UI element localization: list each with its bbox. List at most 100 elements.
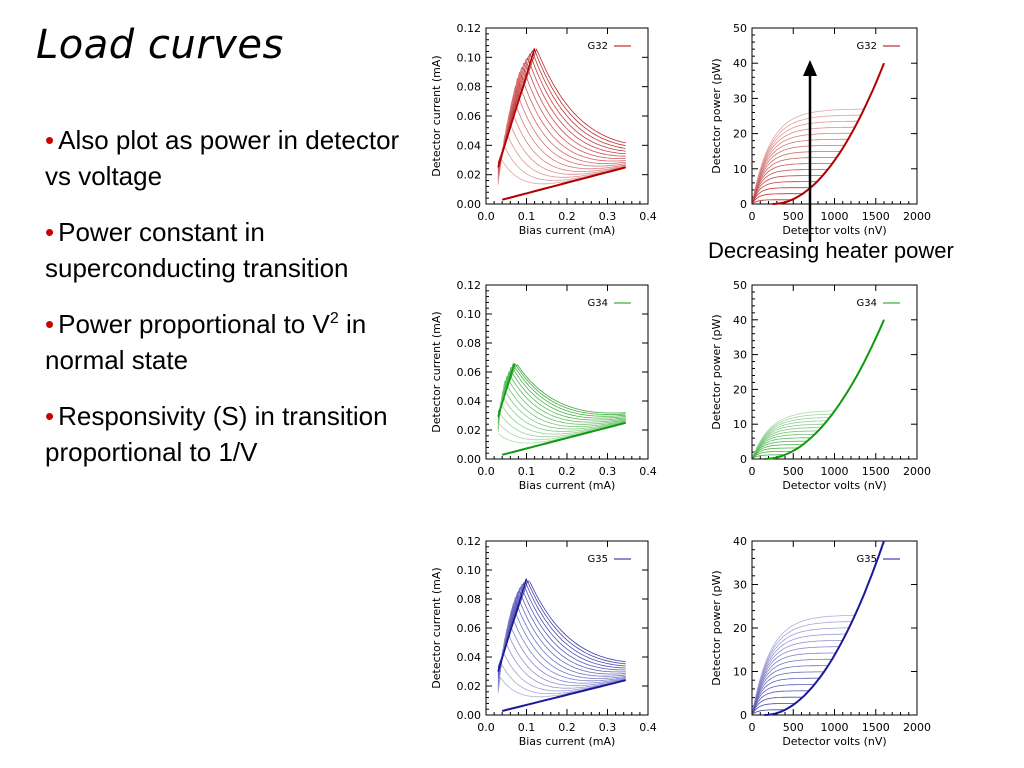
series-line bbox=[497, 369, 626, 421]
y-tick-label: 0 bbox=[740, 453, 747, 466]
bullet-text: Power constant in superconducting transi… bbox=[45, 217, 349, 283]
y-tick-label: 0.08 bbox=[457, 81, 482, 94]
y-axis-label: Detector power (pW) bbox=[710, 314, 723, 429]
legend-label: G34 bbox=[588, 298, 608, 309]
x-tick-label: 0.4 bbox=[639, 721, 657, 734]
plot-frame bbox=[751, 284, 918, 460]
x-tick-label: 0.1 bbox=[518, 465, 536, 478]
chart-panel-G32-pv: 0 500 1000 1500 2000 0 10 20 30 40 50 Detector volt… bbox=[710, 22, 931, 237]
y-tick-label: 0.12 bbox=[457, 535, 482, 548]
x-tick-label: 0 bbox=[749, 465, 756, 478]
series-line bbox=[497, 589, 626, 676]
series-group bbox=[497, 363, 626, 456]
x-tick-label: 1500 bbox=[862, 210, 890, 223]
series-line bbox=[752, 540, 885, 711]
series-line bbox=[497, 363, 626, 417]
x-tick-label: 0.4 bbox=[639, 210, 657, 223]
series-line bbox=[497, 375, 626, 425]
series-line bbox=[497, 619, 626, 685]
y-tick-label: 0.06 bbox=[457, 366, 482, 379]
y-axis-label: Detector power (pW) bbox=[710, 570, 723, 685]
y-tick-label: 0.06 bbox=[457, 110, 482, 123]
series-line bbox=[752, 319, 885, 459]
x-tick-label: 1000 bbox=[821, 721, 849, 734]
series-line bbox=[752, 540, 885, 712]
superconducting-line bbox=[497, 363, 516, 418]
bullet-item: • Power constant in superconducting trans… bbox=[45, 214, 417, 286]
x-tick-label: 0.2 bbox=[558, 210, 576, 223]
series-line bbox=[497, 71, 626, 174]
y-tick-label: 0.06 bbox=[457, 622, 482, 635]
series-line bbox=[752, 540, 885, 713]
heater-power-arrow bbox=[803, 60, 817, 242]
series-line bbox=[752, 540, 885, 715]
series-line bbox=[752, 319, 885, 458]
x-axis-label: Bias current (mA) bbox=[519, 735, 616, 748]
x-tick-label: 0.0 bbox=[477, 721, 495, 734]
series-line bbox=[752, 63, 885, 200]
series-line bbox=[497, 62, 626, 171]
series-line bbox=[497, 380, 626, 428]
y-tick-label: 0.10 bbox=[457, 564, 482, 577]
series-line bbox=[752, 540, 885, 711]
legend-label: G35 bbox=[588, 554, 608, 565]
x-tick-label: 1000 bbox=[821, 210, 849, 223]
x-tick-label: 1500 bbox=[862, 721, 890, 734]
series-group bbox=[497, 578, 626, 712]
series-line bbox=[497, 584, 626, 673]
series-line bbox=[752, 319, 885, 459]
y-axis-label: Detector power (pW) bbox=[710, 58, 723, 173]
legend-label: G35 bbox=[857, 554, 877, 565]
x-tick-label: 2000 bbox=[903, 465, 931, 478]
chart-panel-G34-pv: 0 500 1000 1500 2000 0 10 20 30 40 50 Detector volt… bbox=[710, 279, 931, 492]
x-tick-label: 500 bbox=[783, 210, 804, 223]
series-line bbox=[752, 319, 885, 458]
normal-state-line bbox=[501, 166, 626, 201]
y-axis-label: Detector current (mA) bbox=[430, 311, 443, 432]
normal-state-line bbox=[764, 540, 885, 716]
x-tick-label: 0.2 bbox=[558, 721, 576, 734]
legend-label: G32 bbox=[857, 41, 877, 52]
y-tick-label: 50 bbox=[733, 22, 747, 35]
series-line bbox=[497, 364, 626, 414]
x-axis-label: Bias current (mA) bbox=[519, 224, 616, 237]
x-tick-label: 2000 bbox=[903, 210, 931, 223]
x-tick-label: 0.4 bbox=[639, 465, 657, 478]
y-tick-label: 30 bbox=[733, 349, 747, 362]
y-tick-label: 0.02 bbox=[457, 680, 482, 693]
series-line bbox=[497, 605, 626, 682]
chart-panel-G35-iv: 0.0 0.1 0.2 0.3 0.4 0.00 0.02 0.04 0.06 0.08 0.10 0… bbox=[430, 535, 657, 748]
x-tick-label: 0.1 bbox=[518, 210, 536, 223]
series-line bbox=[497, 95, 626, 178]
x-tick-label: 0.3 bbox=[599, 210, 617, 223]
series-line bbox=[752, 319, 885, 459]
series-line bbox=[497, 628, 626, 687]
y-axis-label: Detector current (mA) bbox=[430, 55, 443, 176]
superconducting-line bbox=[497, 48, 536, 168]
x-tick-label: 1000 bbox=[821, 465, 849, 478]
y-tick-label: 0.08 bbox=[457, 593, 482, 606]
bullet-item: • Also plot as power in detector vs volta… bbox=[45, 122, 417, 194]
x-tick-label: 0 bbox=[749, 210, 756, 223]
series-group bbox=[752, 62, 885, 205]
y-tick-label: 0 bbox=[740, 198, 747, 211]
series-line bbox=[497, 52, 626, 168]
series-line bbox=[497, 401, 626, 435]
x-tick-label: 0.3 bbox=[599, 465, 617, 478]
series-group bbox=[497, 47, 626, 201]
y-tick-label: 20 bbox=[733, 622, 747, 635]
bullet-text-continued: in normal state bbox=[45, 309, 367, 375]
series-line bbox=[497, 599, 626, 680]
y-tick-label: 30 bbox=[733, 579, 747, 592]
series-line bbox=[752, 63, 885, 203]
series-line bbox=[752, 540, 885, 712]
series-line bbox=[752, 63, 885, 204]
y-tick-label: 20 bbox=[733, 383, 747, 396]
series-line bbox=[497, 582, 626, 671]
series-line bbox=[752, 540, 885, 712]
series-line bbox=[752, 540, 885, 711]
chart-panel-G32-iv: 0.0 0.1 0.2 0.3 0.4 0.00 0.02 0.04 0.06 0.08 0.10 0… bbox=[430, 22, 657, 237]
x-tick-label: 2000 bbox=[903, 721, 931, 734]
y-axis-label: Detector current (mA) bbox=[430, 567, 443, 688]
